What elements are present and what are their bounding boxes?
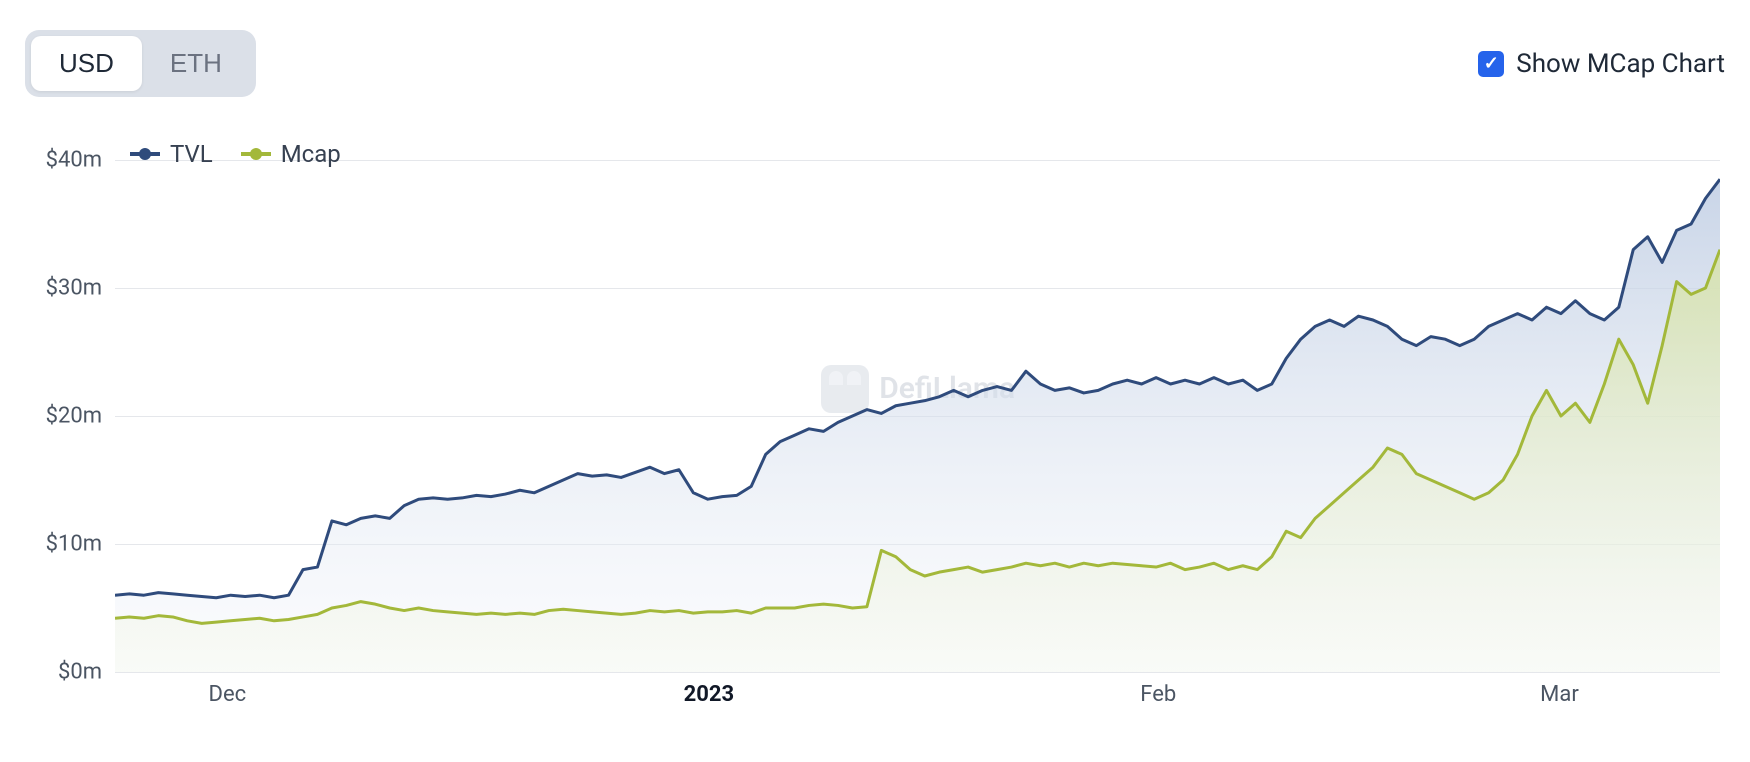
chart-area: TVL Mcap $0m $10m $20m $30m $40m DefiLlama D… <box>30 140 1720 732</box>
legend-swatch-tvl-icon <box>130 152 160 156</box>
chart-svg <box>115 160 1720 672</box>
legend-item-tvl[interactable]: TVL <box>130 140 213 168</box>
x-tick: Mar <box>1540 682 1579 707</box>
x-axis: Dec 2023 Feb Mar <box>115 682 1720 712</box>
x-tick: Feb <box>1140 682 1176 707</box>
x-tick: 2023 <box>684 682 735 707</box>
y-axis: $0m$10m$20m$30m$40m <box>30 160 110 672</box>
legend-label-tvl: TVL <box>170 140 213 168</box>
legend-label-mcap: Mcap <box>281 140 341 168</box>
x-tick: Dec <box>209 682 247 707</box>
y-tick: $30m <box>46 276 102 301</box>
y-tick: $20m <box>46 404 102 429</box>
legend-item-mcap[interactable]: Mcap <box>241 140 341 168</box>
checkbox-checked-icon: ✓ <box>1478 51 1504 77</box>
currency-toggle-group: USD ETH <box>25 30 256 97</box>
gridline <box>115 672 1720 673</box>
legend: TVL Mcap <box>130 140 341 168</box>
toggle-usd[interactable]: USD <box>31 36 142 91</box>
y-tick: $0m <box>58 660 102 685</box>
y-tick: $10m <box>46 532 102 557</box>
toggle-eth[interactable]: ETH <box>142 36 250 91</box>
top-controls: USD ETH ✓ Show MCap Chart <box>25 30 1725 97</box>
plot-area: DefiLlama <box>115 160 1720 672</box>
show-mcap-checkbox[interactable]: ✓ Show MCap Chart <box>1478 49 1725 79</box>
y-tick: $40m <box>46 148 102 173</box>
checkbox-label: Show MCap Chart <box>1516 49 1725 79</box>
legend-swatch-mcap-icon <box>241 152 271 156</box>
